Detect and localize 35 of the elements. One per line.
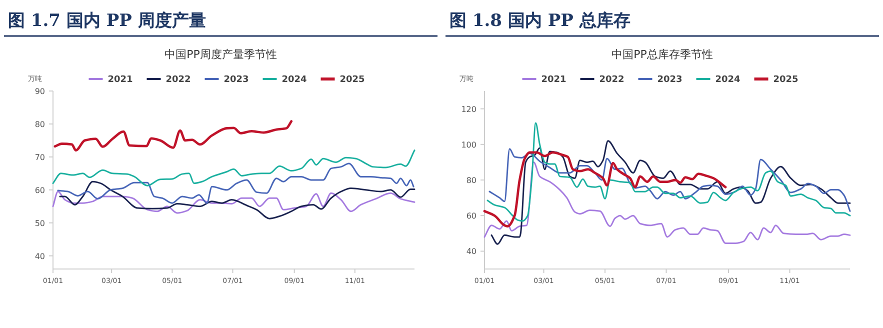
line-series — [488, 148, 851, 212]
line-series — [59, 180, 416, 220]
line-series — [490, 140, 851, 245]
line-series — [52, 150, 416, 186]
chart-title: 图 1.7 国内 PP 周度产量 — [8, 11, 206, 31]
y-tick-label: 80 — [34, 120, 45, 129]
legend-label: 2024 — [715, 75, 740, 85]
chart-subtitle: 中国PP周度产量季节性 — [164, 48, 277, 61]
line-series — [486, 122, 851, 222]
chart-subtitle: 中国PP总库存季节性 — [612, 48, 713, 61]
y-tick-label: 100 — [461, 140, 476, 150]
legend-label: 2021 — [108, 75, 133, 85]
legend-label: 2021 — [541, 75, 566, 85]
y-tick-label: 80 — [466, 176, 476, 185]
y-tick-label: 40 — [466, 247, 476, 256]
legend-label: 2022 — [166, 75, 191, 85]
chart-title: 图 1.8 国内 PP 总库存 — [450, 11, 630, 31]
line-series — [484, 161, 851, 244]
y-tick-label: 120 — [461, 104, 476, 114]
y-tick-label: 60 — [34, 186, 45, 195]
legend-label: 2025 — [340, 75, 365, 85]
line-series — [52, 190, 416, 214]
y-tick-label: 40 — [34, 252, 45, 261]
legend-label: 2023 — [224, 75, 249, 85]
line-series — [54, 120, 293, 152]
y-tick-label: 70 — [34, 152, 45, 162]
legend-label: 2024 — [282, 75, 307, 85]
y-tick-label: 90 — [34, 87, 45, 96]
line-series — [57, 162, 414, 204]
y-tick-label: 50 — [34, 218, 45, 228]
legend-label: 2025 — [773, 75, 798, 85]
y-tick-label: 60 — [466, 212, 476, 221]
legend-label: 2022 — [599, 75, 624, 85]
legend-label: 2023 — [657, 75, 682, 85]
line-series — [483, 151, 727, 228]
